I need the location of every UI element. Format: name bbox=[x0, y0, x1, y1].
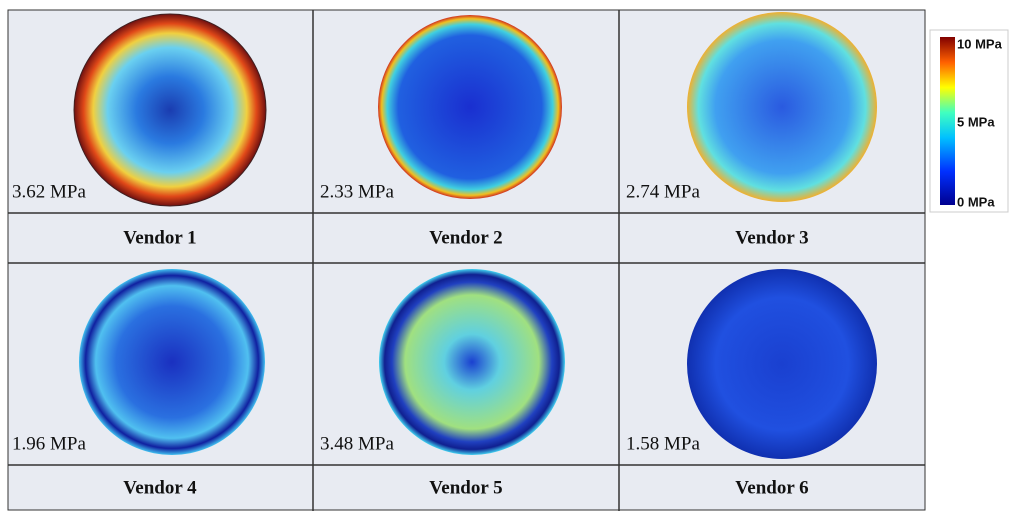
colorbar-label: 5 MPa bbox=[957, 114, 995, 129]
page: {"panels": [ {"stress": "3.62 MPa", "ven… bbox=[0, 0, 1010, 511]
vendor-label: Vendor 6 bbox=[735, 477, 808, 498]
vendor-label: Vendor 2 bbox=[429, 227, 502, 248]
stress-label: 3.62 MPa bbox=[12, 181, 86, 202]
stress-label: 2.74 MPa bbox=[626, 181, 700, 202]
vendor-label: Vendor 5 bbox=[429, 477, 502, 498]
stress-label: 1.58 MPa bbox=[626, 433, 700, 454]
colorbar-label: 10 MPa bbox=[957, 36, 1003, 51]
vendor-label: Vendor 1 bbox=[123, 227, 196, 248]
stress-map bbox=[74, 14, 266, 206]
stress-map bbox=[687, 12, 877, 202]
stress-map bbox=[379, 269, 565, 455]
colorbar-label: 0 MPa bbox=[957, 194, 995, 209]
stress-label: 1.96 MPa bbox=[12, 433, 86, 454]
stress-map bbox=[79, 269, 265, 455]
stress-label: 2.33 MPa bbox=[320, 181, 394, 202]
vendor-label: Vendor 4 bbox=[123, 477, 197, 498]
colorbar bbox=[940, 37, 955, 205]
stress-map bbox=[378, 15, 562, 199]
figure: 3.62 MPa 2.33 MPa 2.74 MPa 1.96 MPa 3.48… bbox=[0, 0, 1010, 511]
vendor-label: Vendor 3 bbox=[735, 227, 808, 248]
stress-label: 3.48 MPa bbox=[320, 433, 394, 454]
stress-map bbox=[687, 269, 877, 459]
